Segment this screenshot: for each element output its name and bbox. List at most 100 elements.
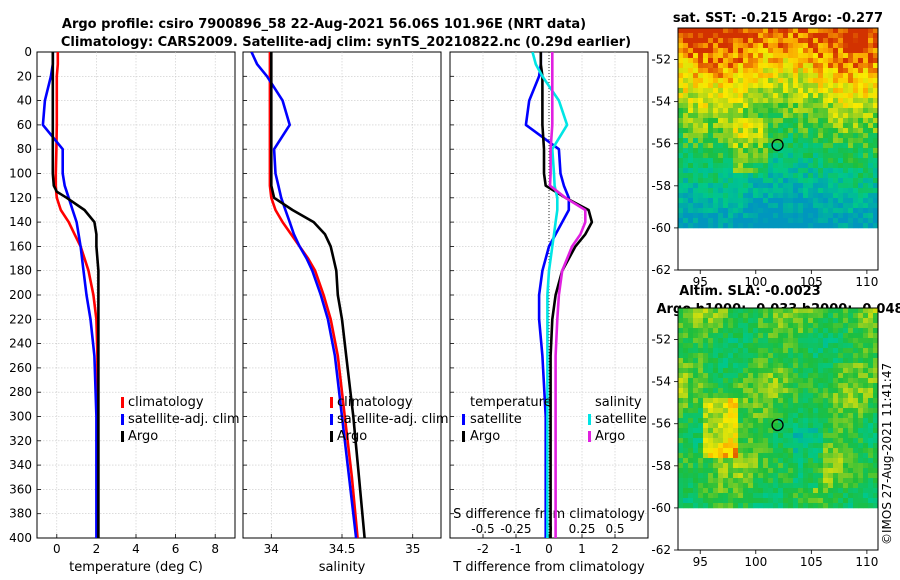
map-cell — [768, 163, 774, 169]
map-cell — [808, 358, 814, 364]
map-cell — [688, 183, 694, 189]
map-cell — [683, 453, 689, 459]
map-cell — [803, 43, 809, 49]
map-cell — [813, 223, 819, 229]
map-cell — [818, 33, 824, 39]
map-cell — [798, 308, 804, 314]
depth-tick-label-260: 260 — [9, 361, 32, 375]
map-cell — [688, 178, 694, 184]
map-cell — [808, 118, 814, 124]
map-cell — [813, 458, 819, 464]
map-cell — [778, 343, 784, 349]
map-cell — [858, 388, 864, 394]
map-cell — [728, 398, 734, 404]
map-cell — [703, 58, 709, 64]
map-cell — [803, 38, 809, 44]
map-cell — [813, 328, 819, 334]
map-cell — [823, 348, 829, 354]
map-cell — [753, 473, 759, 479]
series-line-satellite-adj-clim — [250, 52, 358, 538]
map-cell — [748, 193, 754, 199]
map-cell — [728, 363, 734, 369]
map-cell — [823, 453, 829, 459]
map-cell — [873, 183, 879, 189]
map-cell — [843, 58, 849, 64]
map-cell — [708, 153, 714, 159]
map-cell — [718, 498, 724, 504]
map-cell — [793, 88, 799, 94]
map-cell — [818, 83, 824, 89]
map-cell — [753, 373, 759, 379]
map-cell — [733, 403, 739, 409]
map-cell — [733, 203, 739, 209]
map-cell — [818, 153, 824, 159]
legend-sal-argo: Argo — [595, 429, 625, 444]
map-cell — [778, 493, 784, 499]
map-cell — [808, 223, 814, 229]
map-cell — [788, 313, 794, 319]
map-cell — [793, 58, 799, 64]
map-cell — [728, 493, 734, 499]
map-cell — [763, 403, 769, 409]
map-cell — [833, 123, 839, 129]
map-cell — [838, 448, 844, 454]
map-cell — [803, 448, 809, 454]
map-cell — [718, 358, 724, 364]
map-cell — [713, 178, 719, 184]
map-cell — [713, 153, 719, 159]
map-cell — [728, 143, 734, 149]
map-cell — [758, 438, 764, 444]
map-cell — [733, 153, 739, 159]
map-cell — [728, 138, 734, 144]
map-cell — [768, 438, 774, 444]
map-cell — [788, 153, 794, 159]
map-cell — [743, 203, 749, 209]
map-cell — [783, 168, 789, 174]
map-cell — [718, 28, 724, 34]
depth-tick-label-300: 300 — [9, 410, 32, 424]
map-cell — [803, 113, 809, 119]
map-cell — [803, 208, 809, 214]
map-cell — [853, 48, 859, 54]
map-cell — [678, 108, 684, 114]
map-cell — [768, 338, 774, 344]
map-cell — [768, 308, 774, 314]
map-cell — [813, 203, 819, 209]
map-cell — [813, 43, 819, 49]
map-cell — [863, 223, 869, 229]
map-cell — [818, 208, 824, 214]
map-cell — [723, 63, 729, 69]
map-cell — [853, 468, 859, 474]
map-cell — [678, 428, 684, 434]
map-cell — [873, 78, 879, 84]
map-cell — [723, 88, 729, 94]
map-cell — [838, 488, 844, 494]
map-cell — [753, 313, 759, 319]
map-cell — [843, 363, 849, 369]
map-cell — [773, 123, 779, 129]
map-cell — [838, 128, 844, 134]
map-cell — [863, 493, 869, 499]
map-cell — [748, 448, 754, 454]
map-cell — [678, 308, 684, 314]
map-cell — [763, 118, 769, 124]
map-cell — [808, 458, 814, 464]
map-cell — [718, 113, 724, 119]
map-cell — [698, 133, 704, 139]
map-cell — [818, 308, 824, 314]
map-cell — [718, 138, 724, 144]
map-cell — [748, 118, 754, 124]
map-cell — [738, 73, 744, 79]
map-cell — [723, 323, 729, 329]
map-cell — [743, 478, 749, 484]
map-cell — [858, 308, 864, 314]
map-cell — [868, 33, 874, 39]
map-cell — [713, 33, 719, 39]
map-cell — [738, 498, 744, 504]
series-line-argo — [51, 52, 100, 538]
map-cell — [778, 438, 784, 444]
map-cell — [703, 378, 709, 384]
map-cell — [833, 488, 839, 494]
